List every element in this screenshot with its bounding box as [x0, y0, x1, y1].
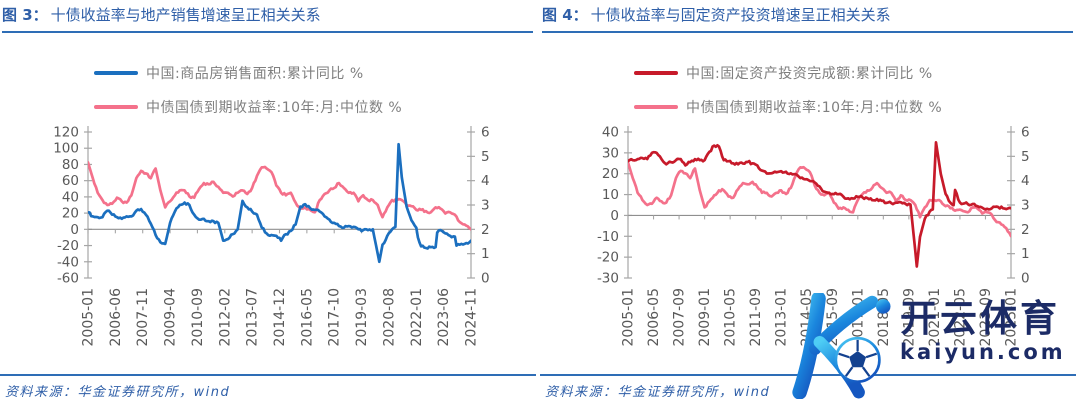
figure4-title-text: 十债收益率与固定资产投资增速呈正相关关系 — [590, 6, 891, 24]
svg-text:0: 0 — [610, 208, 619, 224]
svg-text:6: 6 — [1021, 125, 1030, 141]
figure4-title: 图 4： 十债收益率与固定资产投资增速呈正相关关系 — [542, 0, 1073, 33]
figure3-source: 资料来源：华金证券研究所，wind — [5, 385, 231, 400]
source-divider — [0, 374, 536, 376]
svg-text:2012-02: 2012-02 — [217, 288, 233, 347]
svg-text:2005-01: 2005-01 — [81, 288, 97, 347]
svg-text:60: 60 — [62, 173, 79, 189]
svg-text:3: 3 — [481, 198, 490, 214]
kaiyun-watermark: 开云体育 kaiyun.com — [786, 293, 1066, 399]
svg-text:2: 2 — [481, 222, 490, 238]
svg-text:2010-05: 2010-05 — [723, 288, 739, 347]
svg-text:0: 0 — [70, 222, 79, 238]
svg-text:2006-06: 2006-06 — [108, 288, 124, 347]
svg-text:3: 3 — [1021, 198, 1030, 214]
svg-text:2025-01: 2025-01 — [1004, 288, 1020, 347]
svg-text:-30: -30 — [597, 271, 619, 287]
legend-label: 中国:固定资产投资完成额:累计同比 % — [686, 66, 933, 82]
legend-line-swatch — [634, 71, 678, 75]
svg-text:2009-04: 2009-04 — [163, 288, 179, 347]
figure3-title: 图 3： 十债收益率与地产销售增速呈正相关关系 — [2, 0, 533, 33]
svg-text:2019-03: 2019-03 — [354, 288, 370, 347]
svg-text:20: 20 — [602, 166, 619, 182]
figure3-legend: 中国:商品房销售面积:累计同比 % 中债国债到期收益率:10年:月:中位数 % — [94, 56, 402, 124]
legend-item: 中国:商品房销售面积:累计同比 % — [94, 56, 402, 90]
svg-text:2023-06: 2023-06 — [436, 288, 452, 347]
svg-text:2014-12: 2014-12 — [272, 288, 288, 347]
figure3-title-text: 十债收益率与地产销售增速呈正相关关系 — [50, 6, 321, 24]
svg-text:2017-10: 2017-10 — [327, 288, 343, 347]
svg-text:2011-09: 2011-09 — [748, 288, 764, 347]
svg-text:100: 100 — [53, 141, 79, 157]
svg-text:2020-08: 2020-08 — [381, 288, 397, 347]
kaiyun-logo-icon — [792, 293, 891, 399]
svg-text:120: 120 — [53, 125, 79, 141]
legend-item: 中国:固定资产投资完成额:累计同比 % — [634, 56, 942, 90]
svg-text:2013-07: 2013-07 — [245, 288, 261, 347]
k-dot — [876, 299, 891, 314]
svg-text:80: 80 — [62, 157, 79, 173]
svg-text:40: 40 — [62, 189, 79, 205]
watermark-brand: 开云体育 — [900, 297, 1060, 340]
svg-text:2022-05: 2022-05 — [952, 288, 968, 347]
svg-text:-20: -20 — [57, 238, 79, 254]
svg-text:-10: -10 — [597, 229, 619, 245]
legend-line-swatch — [94, 71, 138, 75]
svg-text:1: 1 — [1021, 246, 1030, 262]
svg-text:5: 5 — [1021, 149, 1030, 165]
svg-text:1: 1 — [481, 246, 490, 262]
legend-label: 中债国债到期收益率:10年:月:中位数 % — [686, 100, 943, 116]
figure4-legend: 中国:固定资产投资完成额:累计同比 % 中债国债到期收益率:10年:月:中位数 … — [634, 56, 942, 124]
svg-text:2009-01: 2009-01 — [697, 288, 713, 347]
legend-line-swatch — [634, 105, 678, 109]
svg-text:4: 4 — [481, 173, 490, 189]
soccer-ball-icon — [834, 336, 881, 384]
svg-text:2010-09: 2010-09 — [190, 288, 206, 347]
legend-label: 中国:商品房销售面积:累计同比 % — [146, 66, 364, 82]
legend-item: 中债国债到期收益率:10年:月:中位数 % — [634, 90, 942, 124]
svg-text:2016-05: 2016-05 — [299, 288, 315, 347]
watermark-text: 开云体育 kaiyun.com — [900, 293, 1066, 364]
svg-text:2005-01: 2005-01 — [621, 288, 637, 347]
svg-text:6: 6 — [481, 125, 490, 141]
svg-text:0: 0 — [481, 271, 490, 287]
svg-text:2007-11: 2007-11 — [135, 288, 151, 347]
svg-text:10: 10 — [602, 187, 619, 203]
svg-text:2024-11: 2024-11 — [464, 288, 480, 347]
svg-text:2013-01: 2013-01 — [774, 288, 790, 347]
svg-text:40: 40 — [602, 125, 619, 141]
svg-text:-60: -60 — [57, 271, 79, 287]
svg-text:2023-09: 2023-09 — [978, 288, 994, 347]
svg-text:2021-01: 2021-01 — [927, 288, 943, 347]
svg-text:20: 20 — [62, 206, 79, 222]
svg-text:2006-05: 2006-05 — [646, 288, 662, 347]
legend-item: 中债国债到期收益率:10年:月:中位数 % — [94, 90, 402, 124]
legend-label: 中债国债到期收益率:10年:月:中位数 % — [146, 100, 403, 116]
figure3-label: 图 3： — [2, 6, 48, 24]
panel-figure4: 图 4： 十债收益率与固定资产投资增速呈正相关关系 中国:固定资产投资完成额:累计… — [540, 0, 1080, 404]
svg-text:5: 5 — [481, 149, 490, 165]
svg-text:4: 4 — [1021, 173, 1030, 189]
svg-text:2022-01: 2022-01 — [409, 288, 425, 347]
svg-text:2007-09: 2007-09 — [672, 288, 688, 347]
legend-line-swatch — [94, 105, 138, 109]
svg-text:30: 30 — [602, 145, 619, 161]
svg-text:-40: -40 — [57, 254, 79, 270]
watermark-domain: kaiyun.com — [900, 340, 1066, 365]
svg-text:2019-09: 2019-09 — [901, 288, 917, 347]
panel-figure3: 图 3： 十债收益率与地产销售增速呈正相关关系 中国:商品房销售面积:累计同比 %… — [0, 0, 536, 400]
svg-text:2: 2 — [1021, 222, 1030, 238]
figure4-source: 资料来源：华金证券研究所，wind — [545, 385, 771, 400]
figure4-label: 图 4： — [542, 6, 588, 24]
svg-text:0: 0 — [1021, 271, 1030, 287]
svg-text:-20: -20 — [597, 250, 619, 266]
